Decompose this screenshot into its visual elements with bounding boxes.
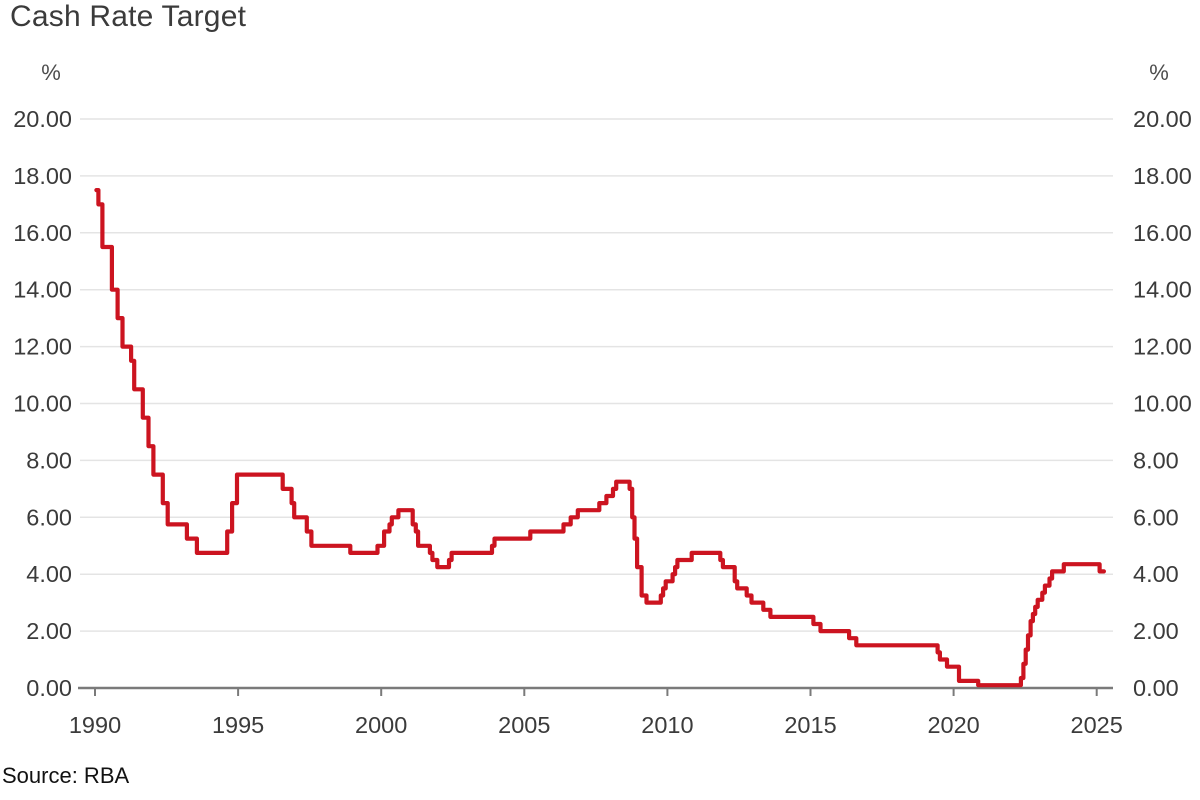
x-axis-label: 2015 [784, 712, 836, 738]
y-axis-label-left: 14.00 [13, 277, 72, 303]
y-axis-label-left: 18.00 [13, 163, 72, 189]
y-axis-label-left: 4.00 [26, 561, 72, 587]
y-axis-label-right: 8.00 [1133, 447, 1179, 473]
y-axis-label-left: 16.00 [13, 220, 72, 246]
y-axis-label-right: 20.00 [1133, 106, 1192, 132]
chart-title: Cash Rate Target [10, 0, 247, 33]
x-axis-label: 2000 [355, 712, 407, 738]
cash-rate-line [94, 188, 1106, 688]
y-axis-label-right: 6.00 [1133, 504, 1179, 530]
x-axis-label: 1990 [69, 712, 121, 738]
y-axis-label-left: 2.00 [26, 618, 72, 644]
x-axis-label: 2010 [641, 712, 693, 738]
y-axis-unit-left: % [41, 60, 61, 85]
y-axis-label-right: 2.00 [1133, 618, 1179, 644]
y-axis-label-left: 0.00 [26, 675, 72, 701]
y-axis-label-right: 10.00 [1133, 391, 1192, 417]
y-axis-unit-right: % [1149, 60, 1169, 85]
y-axis-label-right: 18.00 [1133, 163, 1192, 189]
x-axis-label: 2025 [1071, 712, 1123, 738]
y-axis-label-left: 10.00 [13, 391, 72, 417]
source-note: Source: RBA [2, 763, 130, 788]
y-axis-label-right: 12.00 [1133, 334, 1192, 360]
y-axis-label-left: 6.00 [26, 504, 72, 530]
y-axis-label-right: 4.00 [1133, 561, 1179, 587]
y-axis-label-left: 12.00 [13, 334, 72, 360]
x-axis-label: 1995 [212, 712, 264, 738]
y-axis-label-left: 8.00 [26, 447, 72, 473]
y-axis-label-right: 14.00 [1133, 277, 1192, 303]
x-axis-label: 2020 [927, 712, 979, 738]
y-axis-label-right: 16.00 [1133, 220, 1192, 246]
x-axis-label: 2005 [498, 712, 550, 738]
y-axis-label-right: 0.00 [1133, 675, 1179, 701]
y-axis-label-left: 20.00 [13, 106, 72, 132]
